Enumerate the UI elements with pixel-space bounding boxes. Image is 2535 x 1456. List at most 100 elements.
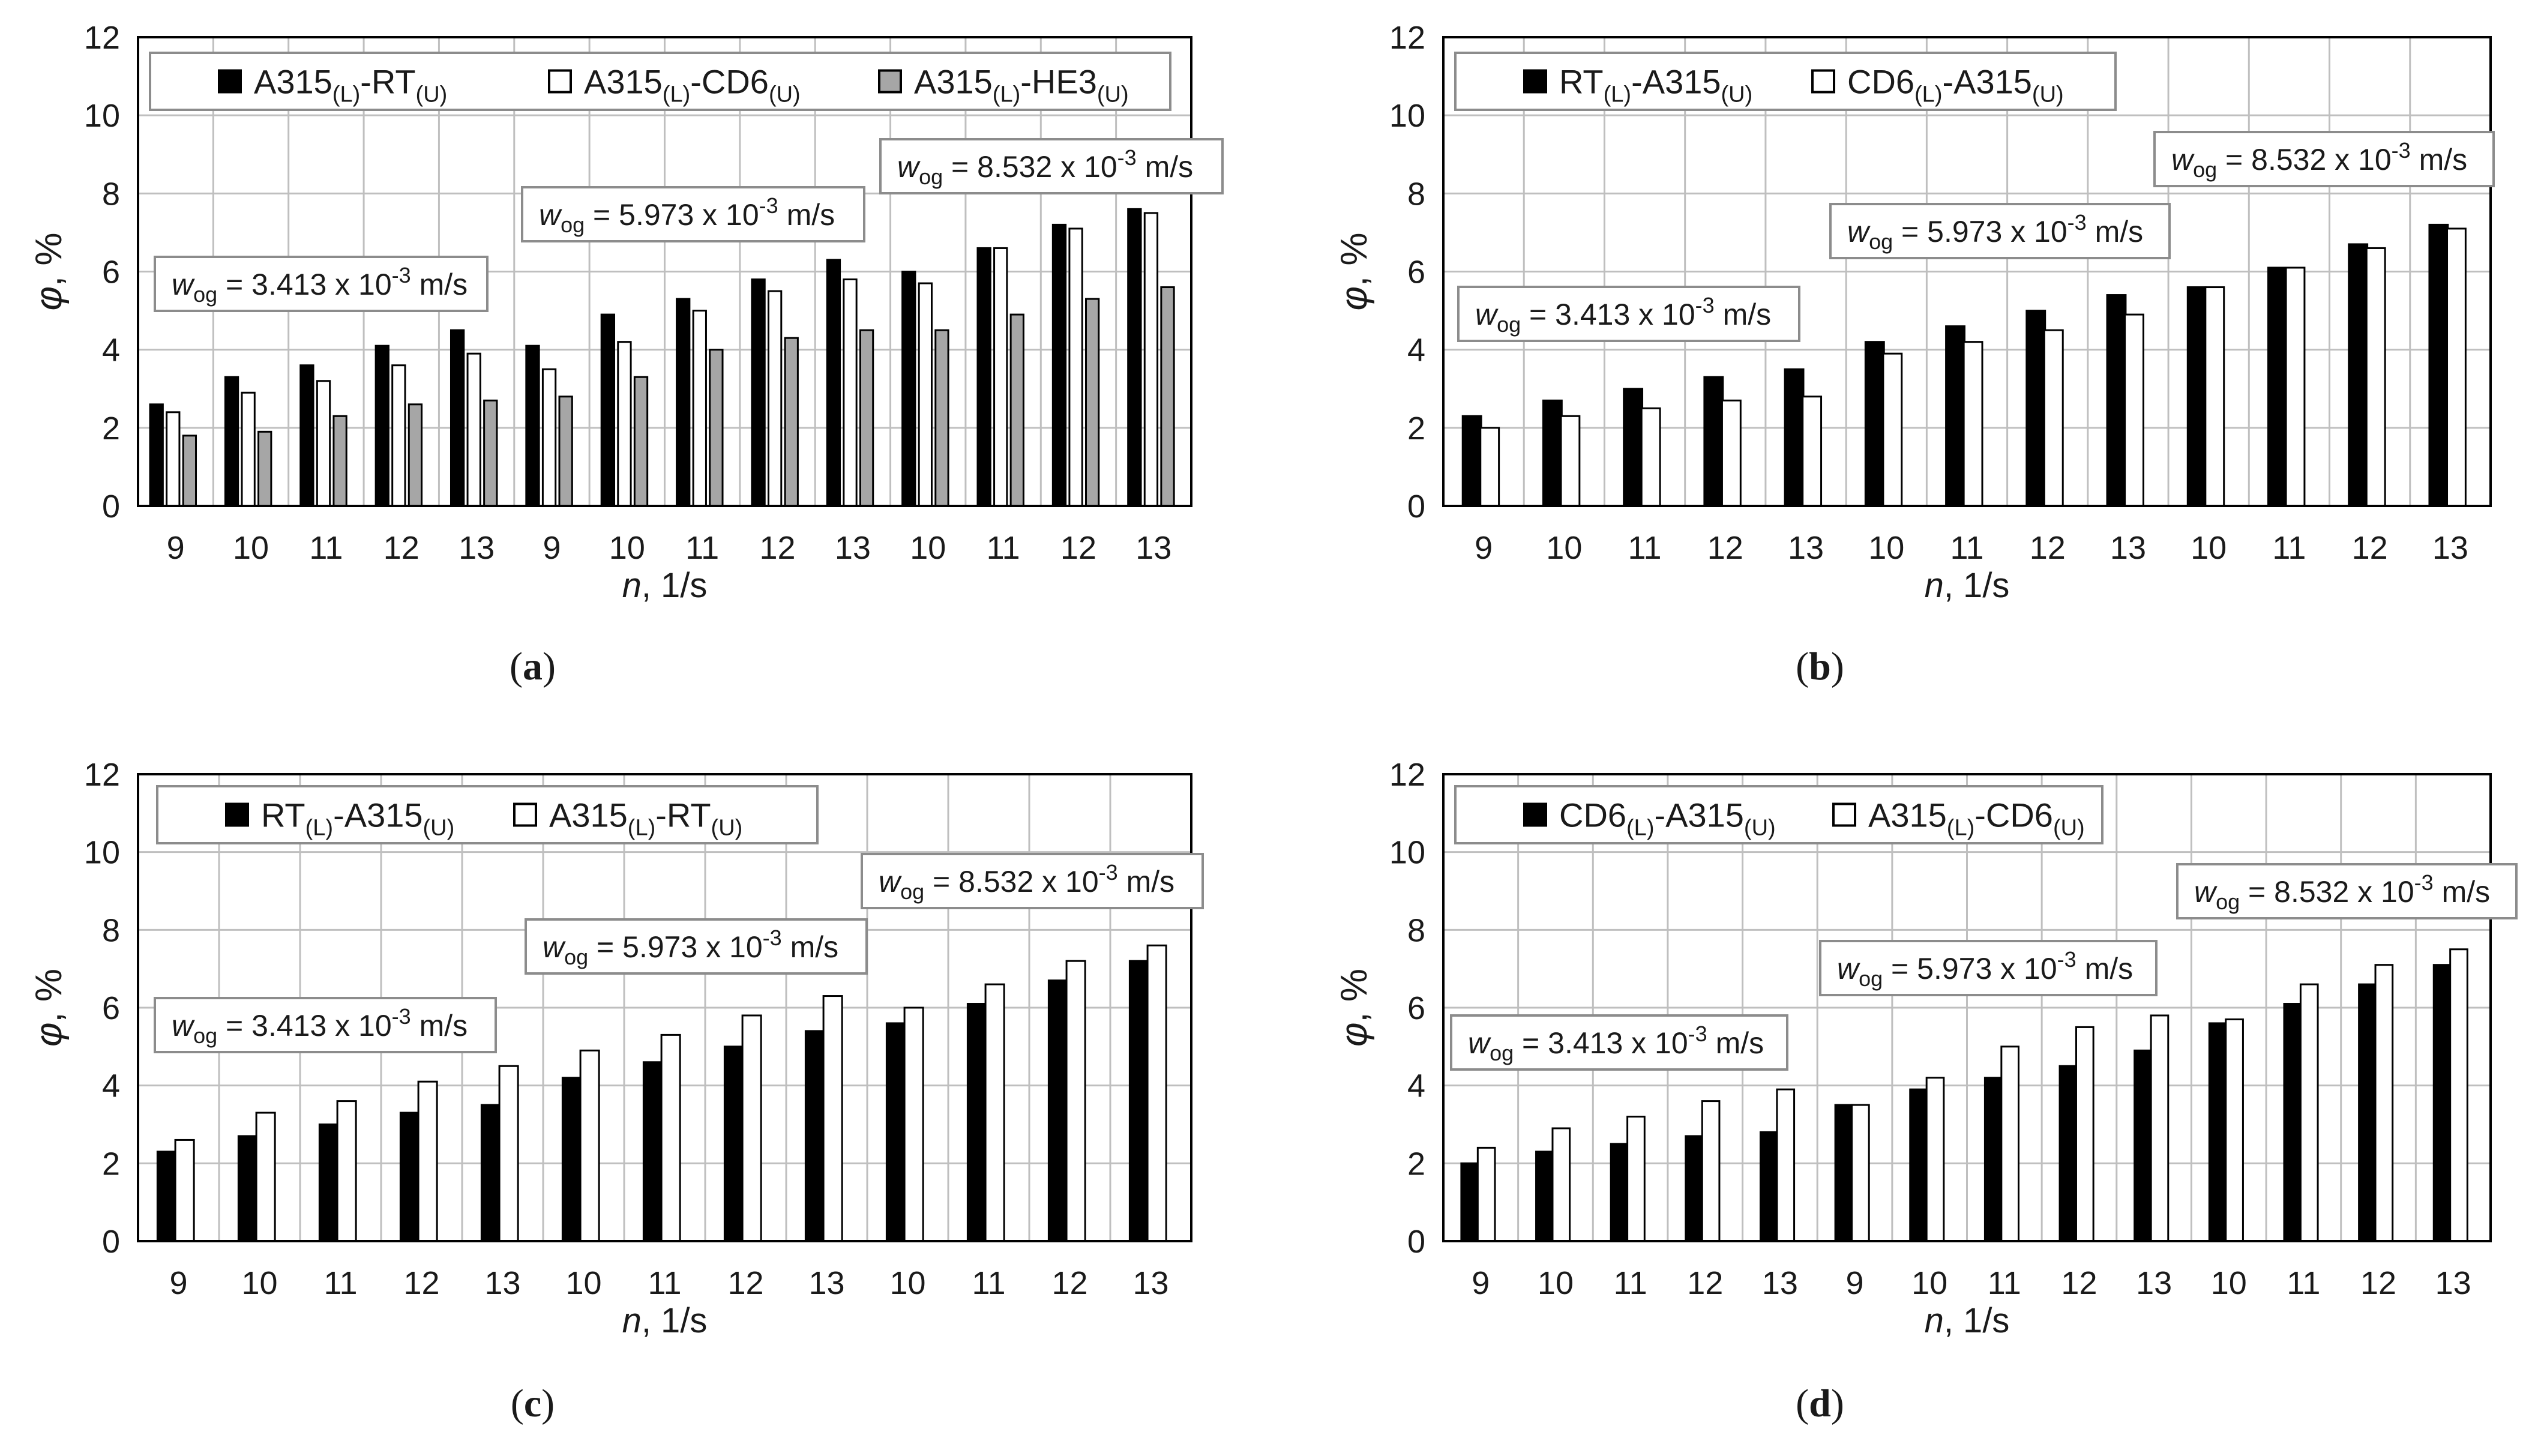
x-tick-label: 9	[1472, 1265, 1490, 1301]
legend: A315(L)-RT(U) A315(L)-CD6(U) A315(L)-HE3(U…	[149, 52, 1171, 111]
bar-a315l-rtu-2	[336, 1100, 357, 1242]
annotation-var: w	[1837, 952, 1860, 985]
y-tick-label: 6	[1407, 254, 1425, 290]
legend-subscript: (U)	[1721, 82, 1753, 107]
legend-swatch-1	[225, 802, 249, 827]
bar-a315l-rtu-7	[741, 1014, 762, 1242]
x-tick-label: 12	[727, 1265, 763, 1301]
bar-a315l-he3u-10	[934, 329, 949, 507]
bar-rtl-a315u-12	[1128, 960, 1149, 1242]
annotation-wog-1: wog = 3.413 x 10-3 m/s	[1450, 1014, 1788, 1071]
x-tick-label: 11	[323, 1265, 357, 1301]
y-axis-label-var: φ	[1334, 286, 1375, 310]
annotation-unit: m/s	[782, 930, 838, 964]
legend-text: -A315	[333, 796, 422, 834]
bar-a315l-cd6u-9	[2150, 1014, 2170, 1242]
bar-cd6l-a315u-6	[1962, 341, 1983, 507]
bar-a315l-rtu-12	[1146, 944, 1167, 1242]
legend-entry-2: CD6(L)-A315(U)	[1847, 63, 2064, 107]
chart-panel-c: 0 2 4 6 8 10 12 9 10 11 12 13 10 11 12 13 10 11 12 13 n, 1/s…	[28, 757, 1204, 1425]
x-tick-label: 13	[459, 530, 495, 566]
bar-cd6l-a315u-8	[2124, 313, 2144, 507]
annotation-unit: m/s	[1715, 298, 1771, 331]
x-tick-label: 9	[1846, 1265, 1864, 1301]
bar-rtl-a315u-11	[2348, 243, 2369, 507]
bar-rtl-a315u-3	[1703, 376, 1724, 507]
x-axis-label-unit: , 1/s	[1944, 566, 2010, 605]
x-tick-label: 10	[2211, 1265, 2247, 1301]
y-tick-label: 2	[1407, 411, 1425, 447]
legend-entry-1: RT(L)-A315(U)	[1559, 63, 1752, 107]
annotation-var: w	[543, 930, 566, 964]
bar-cd6l-a315u-5	[1882, 352, 1903, 507]
x-tick-label: 12	[2360, 1265, 2396, 1301]
annotation-subscript: og	[193, 282, 217, 307]
legend-text: -RT	[655, 796, 711, 834]
annotation-text: wog = 3.413 x 10-3 m/s	[1475, 293, 1771, 337]
annotation-unit: m/s	[2087, 215, 2143, 248]
annotation-wog-3: wog = 8.532 x 10-3 m/s	[2153, 131, 2495, 187]
annotation-subscript: og	[2216, 889, 2240, 914]
legend-subscript: (U)	[416, 82, 448, 107]
annotation-superscript: -3	[392, 263, 411, 287]
annotation-superscript: -3	[2057, 947, 2076, 972]
x-axis-label-var: n	[1925, 566, 1944, 605]
bar-rtl-a315u-5	[1864, 341, 1885, 507]
y-tick-label: 8	[102, 176, 120, 212]
plot-frame	[1442, 773, 2492, 1242]
x-tick-label: 13	[1135, 530, 1171, 566]
bar-rtl-a315u-4	[480, 1104, 501, 1242]
bar-a315l-cd6u-1	[241, 391, 256, 507]
panel-label-paren: (	[1796, 645, 1809, 688]
y-tick-label: 2	[102, 1146, 120, 1182]
chart-panel-b: 0 2 4 6 8 10 12 9 10 11 12 13 10 11 12 13 10 11 12 13 n, 1/s…	[1334, 20, 2495, 688]
panel-label-letter: a	[523, 645, 543, 688]
annotation-box	[521, 186, 865, 242]
bar-a315l-cd6u-13	[2449, 948, 2468, 1242]
x-tick-label: 11	[987, 530, 1020, 566]
annotation-wog-2: wog = 5.973 x 10-3 m/s	[1819, 940, 2158, 996]
bar-a315l-cd6u-3	[391, 364, 406, 507]
annotation-superscript: -3	[1117, 145, 1137, 170]
annotation-box	[1829, 203, 2171, 259]
bar-cd6l-a315u-13	[2432, 964, 2452, 1242]
x-tick-label: 13	[1762, 1265, 1798, 1301]
x-tick-label: 11	[1988, 1265, 2021, 1301]
annotation-value: = 8.532 x 10	[943, 150, 1117, 184]
annotation-box	[154, 997, 497, 1053]
annotation-text: wog = 5.973 x 10-3 m/s	[543, 925, 838, 969]
y-tick-label: 4	[102, 1068, 120, 1104]
annotation-superscript: -3	[759, 193, 778, 218]
annotation-subscript: og	[1859, 966, 1883, 991]
legend-swatch-1	[218, 69, 242, 94]
bar-a315l-cd6u-11	[993, 247, 1008, 507]
annotation-wog-1: wog = 3.413 x 10-3 m/s	[154, 997, 497, 1053]
bar-cd6l-a315u-0	[1479, 427, 1500, 507]
annotation-wog-2: wog = 5.973 x 10-3 m/s	[525, 918, 868, 975]
bar-a315l-cd6u-7	[692, 310, 707, 507]
annotation-wog-1: wog = 3.413 x 10-3 m/s	[154, 256, 489, 312]
bar-a315l-he3u-4	[483, 399, 498, 507]
x-tick-label: 13	[808, 1265, 844, 1301]
bar-cd6l-a315u-1	[1560, 415, 1581, 507]
panel-label-letter: c	[524, 1382, 541, 1425]
annotation-value: = 5.973 x 10	[1883, 952, 2057, 985]
bar-cd6l-a315u-9	[2134, 1049, 2153, 1242]
legend-swatch-3	[878, 69, 902, 94]
bar-a315l-he3u-9	[859, 329, 874, 507]
annotation-var: w	[2194, 875, 2218, 909]
x-tick-label: 11	[2287, 1265, 2320, 1301]
legend-subscript: (U)	[2032, 82, 2064, 107]
bar-a315l-rtu-1	[224, 376, 239, 507]
bar-rtl-a315u-0	[156, 1151, 177, 1242]
panel-label-letter: d	[1809, 1382, 1831, 1425]
panel-label-paren: (	[511, 1382, 524, 1425]
bar-a315l-he3u-2	[332, 415, 347, 507]
annotation-unit: m/s	[2434, 875, 2490, 909]
bar-a315l-cd6u-5	[541, 368, 557, 507]
legend-subscript: (L)	[305, 816, 333, 841]
x-axis-label: n, 1/s	[622, 566, 708, 605]
panel-label-paren: (	[510, 645, 523, 688]
bar-a315l-rtu-12	[1051, 223, 1067, 507]
